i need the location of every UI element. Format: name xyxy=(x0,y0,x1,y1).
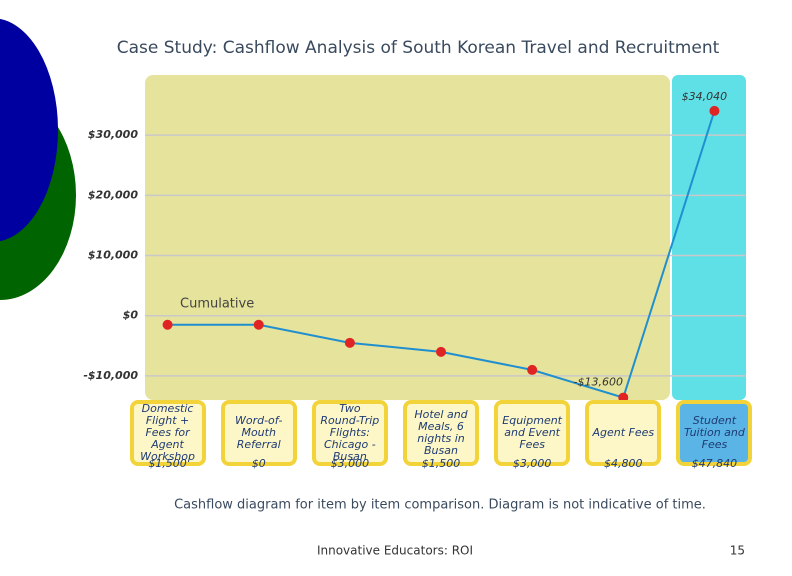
item-amount: $3,000 xyxy=(330,457,370,470)
value-label: -$13,600 xyxy=(574,376,623,389)
value-label: $34,040 xyxy=(682,90,728,103)
y-tick-label: $20,000 xyxy=(88,188,138,201)
category-box: Two Round-Trip Flights: Chicago - Busan xyxy=(311,400,388,466)
y-tick-label: $0 xyxy=(123,309,139,322)
item-amount: $4,800 xyxy=(604,457,643,470)
item-amount: $47,840 xyxy=(691,457,738,470)
category-box: Equipment and Event Fees xyxy=(494,400,571,466)
item-amount: $0 xyxy=(251,457,266,470)
y-tick-label: -$10,000 xyxy=(83,369,138,382)
item-amount: $1,500 xyxy=(148,457,187,470)
caption: Cashflow diagram for item by item compar… xyxy=(174,498,706,513)
point xyxy=(162,319,173,330)
series-name: Cumulative xyxy=(180,297,254,312)
footer: Innovative Educators: ROI xyxy=(317,544,473,558)
y-tick-label: $10,000 xyxy=(88,249,138,262)
point xyxy=(436,346,446,357)
category-box: Domestic Flight + Fees for Agent Worksho… xyxy=(129,400,206,466)
plot-area xyxy=(145,75,670,400)
category-box: Agent Fees xyxy=(585,400,662,466)
point xyxy=(344,337,355,348)
item-amount: $1,500 xyxy=(421,457,461,470)
page-number: 15 xyxy=(730,544,745,558)
item-amount: $3,000 xyxy=(512,457,552,470)
chart-title: Case Study: Cashflow Analysis of South K… xyxy=(117,38,720,58)
highlight-area xyxy=(672,75,746,400)
point xyxy=(253,319,264,330)
y-tick-label: $30,000 xyxy=(88,128,138,141)
decor-blue xyxy=(0,18,58,242)
category-box: Hotel and Meals, 6 nights in Busan xyxy=(403,400,479,466)
category-box: Student Tuition and Fees xyxy=(676,400,753,466)
point xyxy=(709,105,720,116)
point xyxy=(527,364,538,375)
category-box: Word-of-Mouth Referral xyxy=(220,400,297,466)
